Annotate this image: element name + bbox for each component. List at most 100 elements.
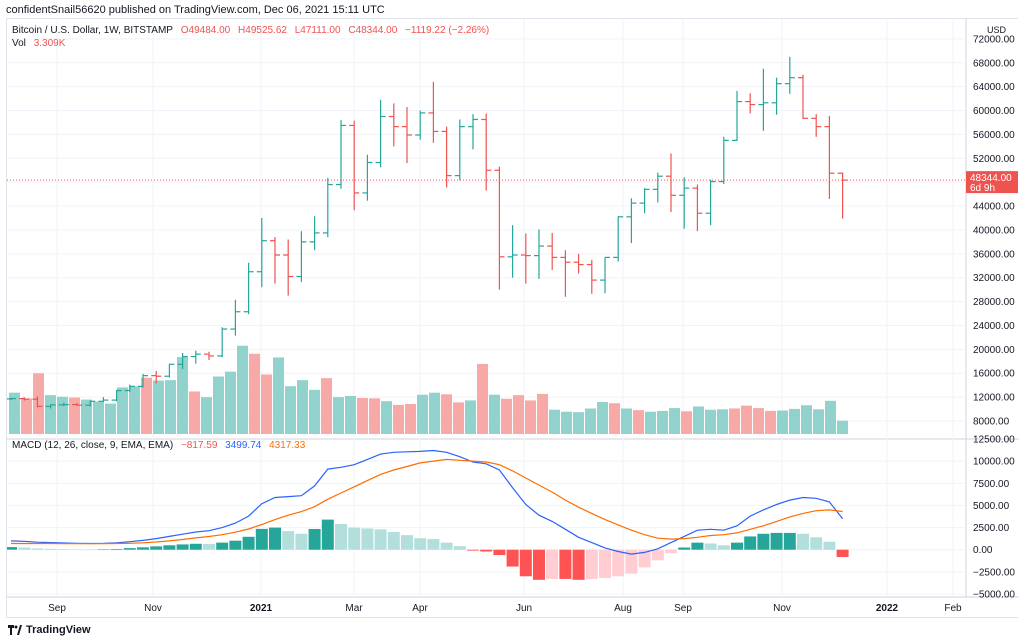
vol-value: 3.309K xyxy=(33,38,66,49)
macd-histogram-bar xyxy=(678,547,691,550)
volume-bar xyxy=(645,411,656,434)
macd-histogram-bar xyxy=(31,548,44,550)
currency-label: USD xyxy=(987,25,1007,35)
macd-histogram-bar xyxy=(321,519,334,550)
last-price-badge[interactable] xyxy=(966,171,1018,194)
volume-bar xyxy=(717,409,728,434)
macd-histogram-bar xyxy=(5,547,17,550)
time-tick-label: Mar xyxy=(345,603,363,614)
symbol-name[interactable]: Bitcoin / U.S. Dollar, 1W, BITSTAMP xyxy=(12,25,173,36)
macd-legend: MACD (12, 26, close, 9, EMA, EMA) −817.5… xyxy=(12,440,310,451)
macd-tick-label: −5000.00 xyxy=(973,590,1015,601)
macd-label[interactable]: MACD (12, 26, close, 9, EMA, EMA) xyxy=(12,440,174,451)
volume-bar xyxy=(165,380,176,434)
volume-bar xyxy=(309,389,320,434)
volume-bar xyxy=(201,397,212,434)
price-tick-label: 52000.00 xyxy=(973,154,1015,165)
macd-histogram-bar xyxy=(797,533,809,550)
volume-bar xyxy=(837,420,848,434)
macd-histogram-bar xyxy=(308,528,321,550)
price-tick-label: 12000.00 xyxy=(973,393,1015,404)
volume-bar xyxy=(141,377,152,434)
macd-histogram-bar xyxy=(176,544,189,550)
macd-histogram-bar xyxy=(163,545,176,550)
change-value: −1119.22 (−2.26%) xyxy=(405,25,490,36)
tradingview-logo[interactable]: TradingView xyxy=(8,624,91,636)
volume-bar xyxy=(33,373,44,434)
volume-bar xyxy=(537,393,548,434)
macd-histogram-bar xyxy=(783,532,796,550)
time-tick-label: Nov xyxy=(773,603,791,614)
symbol-legend: Bitcoin / U.S. Dollar, 1W, BITSTAMP O494… xyxy=(12,25,494,36)
macd-tick-label: −2500.00 xyxy=(973,567,1015,578)
price-tick-label: 16000.00 xyxy=(973,369,1015,380)
macd-histogram-bar xyxy=(97,549,110,550)
macd-histogram-bar xyxy=(414,538,427,550)
macd-tick-label: 0.00 xyxy=(973,545,993,556)
macd-histogram-bar xyxy=(625,549,638,574)
volume-bar xyxy=(345,395,356,434)
price-tick-label: 44000.00 xyxy=(973,202,1015,213)
macd-histogram-bar xyxy=(282,531,295,550)
volume-bar xyxy=(477,363,488,434)
volume-bar xyxy=(693,406,704,434)
macd-histogram-bar xyxy=(44,548,57,550)
macd-histogram-bar xyxy=(744,536,757,550)
price-tick-label: 28000.00 xyxy=(973,297,1015,308)
high-value: H49525.62 xyxy=(238,25,287,36)
volume-bar xyxy=(105,403,116,434)
time-tick-label: Sep xyxy=(674,603,692,614)
price-tick-label: 68000.00 xyxy=(973,58,1015,69)
volume-bar xyxy=(369,398,380,434)
macd-histogram-bar xyxy=(269,527,281,550)
macd-histogram-bar xyxy=(810,537,823,550)
volume-bar xyxy=(441,394,452,434)
time-tick-label: Nov xyxy=(144,603,162,614)
volume-bar xyxy=(405,404,416,434)
price-tick-label: 60000.00 xyxy=(973,106,1015,117)
macd-histogram-bar xyxy=(599,549,611,579)
macd-histogram-bar xyxy=(335,524,347,550)
macd-histogram-bar xyxy=(453,546,466,550)
volume-bar xyxy=(825,400,836,434)
macd-histogram-bar xyxy=(203,543,215,550)
macd-histogram-bar xyxy=(229,540,242,550)
volume-bar xyxy=(729,408,740,434)
volume-bar xyxy=(705,409,716,434)
macd-histogram-bar xyxy=(387,532,400,550)
macd-histogram-bar xyxy=(519,549,532,577)
volume-bar xyxy=(765,410,776,434)
vol-label[interactable]: Vol xyxy=(12,38,26,49)
macd-tick-label: 7500.00 xyxy=(973,479,1010,490)
volume-bar xyxy=(621,408,632,434)
macd-histogram-bar xyxy=(71,549,83,550)
signal-line xyxy=(11,458,843,545)
macd-histogram-bar xyxy=(401,535,413,550)
volume-bar xyxy=(753,408,764,434)
macd-tick-label: 10000.00 xyxy=(973,457,1015,468)
macd-histogram-bar xyxy=(440,542,453,550)
chart-area[interactable]: 76000.00 72000.00 68000.00 64000.00 60000.00… xyxy=(5,11,1019,619)
volume-bar xyxy=(153,380,164,434)
price-tick-label: 40000.00 xyxy=(973,225,1015,236)
macd-hist-value: −817.59 xyxy=(180,440,218,451)
volume-bar xyxy=(213,376,224,434)
volume-bar xyxy=(465,400,476,434)
price-tick-label: 72000.00 xyxy=(973,34,1015,45)
macd-histogram-bar xyxy=(348,527,361,550)
time-tick-label: 2022 xyxy=(876,603,899,614)
volume-bar xyxy=(741,405,752,434)
volume-bar xyxy=(561,411,572,434)
volume-legend: Vol 3.309K xyxy=(12,38,70,49)
chart-svg[interactable]: 76000.00 72000.00 68000.00 64000.00 60000.00… xyxy=(5,11,1019,619)
volume-bar xyxy=(189,391,200,434)
price-tick-label: 76000.00 xyxy=(973,19,1015,22)
macd-histogram-bar xyxy=(295,533,308,550)
macd-histogram-bar xyxy=(137,547,149,550)
time-tick-label: 2021 xyxy=(250,603,273,614)
macd-histogram-bar xyxy=(572,549,585,580)
volume-bar xyxy=(501,398,512,434)
macd-histogram-bar xyxy=(427,539,440,550)
close-value: C48344.00 xyxy=(348,25,398,36)
countdown-label: 6d 9h xyxy=(970,183,995,194)
